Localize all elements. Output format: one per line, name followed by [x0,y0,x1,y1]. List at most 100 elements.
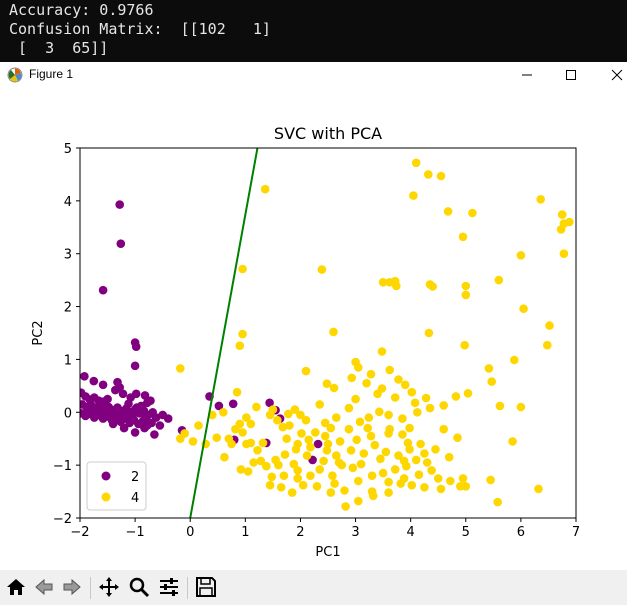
toolbar-separator [90,577,91,599]
data-point-class-4 [363,423,373,433]
data-point-class-2 [89,376,99,386]
y-tick-label: −2 [53,512,72,527]
y-tick-label: 2 [64,301,72,316]
data-point-class-4 [368,491,378,501]
x-tick-label: 2 [296,525,304,540]
data-point-class-2 [130,428,140,437]
data-point-class-4 [320,431,330,441]
data-point-class-4 [565,217,574,227]
data-point-class-4 [366,369,376,379]
data-point-class-4 [375,407,384,417]
data-point-class-2 [119,423,129,433]
data-point-class-4 [346,446,356,455]
data-point-class-4 [399,456,409,466]
data-point-class-4 [559,249,569,258]
data-point-class-4 [354,363,363,372]
maximize-icon [566,70,576,80]
data-point-class-4 [487,377,497,386]
window-title: Figure 1 [29,67,74,81]
y-axis-ticks: −2 −1 0 1 2 3 4 5 [53,142,80,527]
data-point-class-4 [341,502,350,511]
data-point-class-4 [460,340,470,350]
figure-canvas[interactable]: SVC with PCA −2 −1 0 1 2 3 4 5 6 7 −2 −1 0 1 2 3 4 5 PC1… [0,88,627,570]
data-point-class-2 [141,413,150,422]
data-point-class-4 [424,328,434,338]
data-point-class-4 [420,483,429,492]
data-point-class-4 [322,446,332,455]
back-arrow-icon [35,578,53,596]
data-point-class-4 [347,373,357,383]
data-point-class-4 [242,413,251,422]
save-button[interactable] [193,574,219,600]
data-point-class-4 [378,468,388,478]
data-point-class-4 [329,383,339,393]
data-point-class-4 [326,423,336,433]
data-point-class-4 [373,389,382,399]
x-tick-label: 6 [517,525,525,540]
data-point-class-4 [262,461,271,471]
data-point-class-2 [155,421,165,430]
x-axis-ticks: −2 −1 0 1 2 3 4 5 6 7 [70,518,580,540]
pan-button[interactable] [96,574,122,600]
data-point-class-4 [394,451,403,460]
data-point-class-4 [400,380,410,390]
data-point-class-4 [242,439,251,449]
navigation-toolbar [0,570,627,605]
data-point-class-4 [306,471,315,481]
data-point-class-4 [427,466,436,475]
data-point-class-4 [276,483,286,492]
configure-subplots-button[interactable] [156,574,182,600]
data-point-class-4 [359,449,369,458]
data-point-class-4 [486,475,495,485]
data-point-class-2 [131,342,141,351]
maximize-button[interactable] [548,62,594,88]
back-button[interactable] [31,574,57,600]
boundary-layer [189,148,259,518]
data-point-class-4 [484,364,494,373]
data-point-class-4 [436,484,446,494]
data-point-class-2 [146,396,155,406]
data-point-class-4 [293,439,303,449]
pan-icon [99,577,119,597]
data-point-class-4 [304,435,314,445]
data-point-class-2 [128,411,137,421]
data-point-class-4 [317,265,327,274]
close-button[interactable] [594,62,627,88]
data-point-class-4 [461,482,471,491]
x-axis-label: PC1 [315,545,340,560]
y-tick-label: 1 [64,353,72,368]
x-tick-label: −2 [70,525,89,540]
data-point-class-4 [392,281,401,291]
minimize-button[interactable] [504,62,550,88]
data-point-class-4 [340,486,349,495]
window-titlebar[interactable]: Figure 1 [0,62,627,88]
data-point-class-4 [298,480,308,490]
data-point-class-4 [385,424,395,434]
data-point-class-4 [356,459,366,469]
y-axis-label: PC2 [31,320,46,345]
data-point-class-2 [98,380,108,390]
data-point-class-2 [150,430,159,439]
data-point-class-4 [348,463,358,473]
data-point-class-4 [236,465,246,474]
data-point-class-4 [284,409,293,419]
data-point-class-4 [302,451,312,460]
data-point-class-2 [115,200,124,209]
data-point-class-4 [282,434,292,444]
data-point-class-4 [176,434,185,444]
data-point-class-4 [344,424,354,434]
forward-button[interactable] [59,574,85,600]
zoom-button[interactable] [126,574,152,600]
configure-subplots-icon [160,578,178,596]
data-point-class-4 [390,465,400,474]
data-point-class-4 [428,282,438,291]
data-point-class-4 [543,340,552,350]
data-point-class-4 [267,472,277,482]
y-tick-label: 0 [64,406,72,421]
data-point-class-4 [384,488,393,497]
data-point-class-4 [355,417,365,427]
data-point-class-4 [252,402,261,412]
data-point-class-4 [458,232,468,242]
data-point-class-4 [322,379,332,389]
home-button[interactable] [3,574,29,600]
